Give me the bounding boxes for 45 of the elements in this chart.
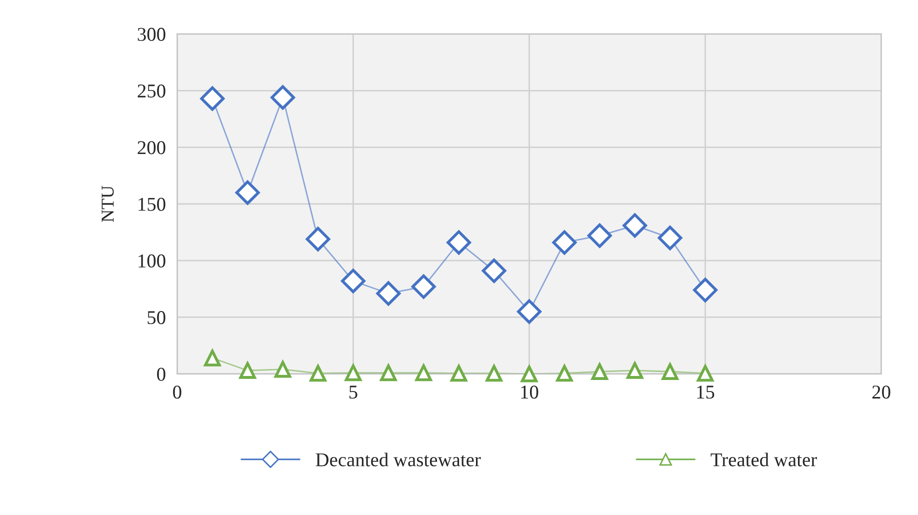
y-tick-label: 150 — [138, 198, 166, 211]
x-tick-label: 15 — [697, 386, 714, 399]
point — [693, 278, 718, 302]
point — [696, 364, 714, 382]
point — [376, 281, 401, 306]
y-tick-label: 50 — [148, 311, 166, 324]
point — [626, 362, 644, 379]
point — [411, 274, 436, 299]
point — [552, 230, 577, 255]
point — [239, 362, 256, 379]
x-tick-label: 20 — [872, 386, 890, 399]
point — [658, 226, 682, 250]
point — [380, 364, 397, 382]
point — [446, 230, 472, 255]
point — [204, 350, 221, 366]
point — [200, 86, 225, 111]
y-tick-label: 250 — [138, 84, 166, 98]
point — [270, 85, 295, 110]
point — [517, 299, 542, 324]
x-tick-label: 0 — [173, 386, 182, 399]
point — [274, 361, 292, 378]
point — [235, 180, 260, 205]
point — [310, 364, 326, 382]
point — [450, 364, 468, 382]
x-tick-label: 5 — [349, 386, 358, 399]
y-tick-label: 0 — [157, 368, 166, 381]
point — [482, 258, 506, 283]
y-tick-label: 200 — [138, 141, 166, 154]
point — [520, 366, 538, 382]
point — [344, 364, 362, 382]
y-axis-title: NTU — [102, 186, 114, 222]
point — [622, 213, 648, 238]
legend-label: Decanted wastewater — [316, 452, 481, 466]
y-tick-label: 100 — [138, 254, 166, 268]
legend-label: Treated water — [710, 452, 817, 466]
point — [341, 268, 366, 294]
y-tick-label: 300 — [138, 28, 166, 41]
point — [486, 364, 502, 382]
point — [591, 363, 608, 380]
point — [587, 223, 612, 248]
x-tick-label: 10 — [521, 386, 538, 399]
point — [556, 364, 573, 382]
point — [415, 364, 432, 382]
point — [662, 363, 678, 380]
point — [306, 226, 330, 252]
